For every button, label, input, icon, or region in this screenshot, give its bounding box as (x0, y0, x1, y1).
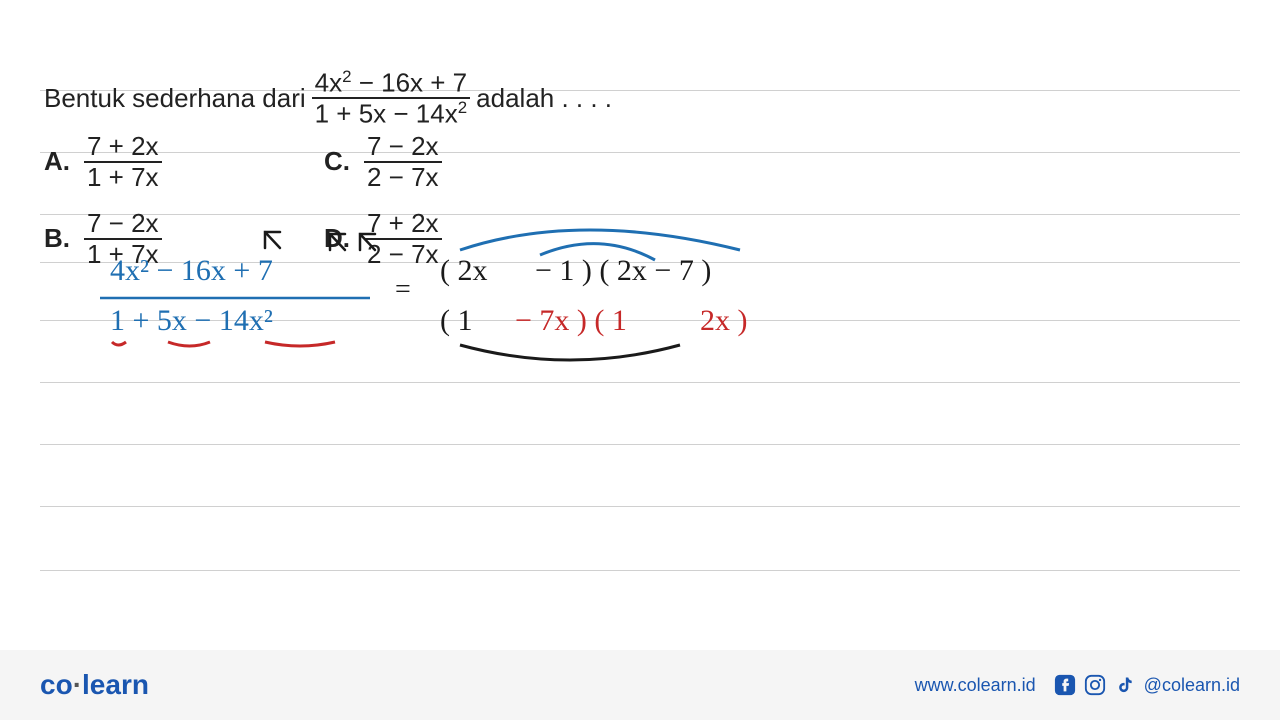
option-label: A. (44, 146, 70, 177)
question-fraction: 4x2 − 16x + 7 1 + 5x − 14x2 (312, 68, 471, 129)
option-label: D. (324, 223, 350, 254)
question: Bentuk sederhana dari 4x2 − 16x + 7 1 + … (44, 68, 612, 129)
option-d: D. 7 + 2x 2 − 7x (324, 209, 604, 268)
option-label: B. (44, 223, 70, 254)
rule-line (40, 382, 1240, 383)
question-prefix: Bentuk sederhana dari (44, 83, 306, 114)
footer: co·learn www.colearn.id @colearn.id (0, 650, 1280, 720)
option-a: A. 7 + 2x 1 + 7x (44, 132, 324, 191)
rule-line (40, 506, 1240, 507)
facebook-icon[interactable] (1054, 674, 1076, 696)
option-label: C. (324, 146, 350, 177)
rule-line (40, 570, 1240, 571)
social-links: @colearn.id (1054, 674, 1240, 696)
footer-url[interactable]: www.colearn.id (915, 675, 1036, 696)
question-suffix: adalah . . . . (476, 83, 612, 114)
tiktok-icon[interactable] (1114, 674, 1136, 696)
instagram-icon[interactable] (1084, 674, 1106, 696)
option-b: B. 7 − 2x 1 + 7x (44, 209, 324, 268)
brand-logo: co·learn (40, 669, 149, 701)
rule-line (40, 320, 1240, 321)
options-grid: A. 7 + 2x 1 + 7x C. 7 − 2x 2 − 7x B. 7 −… (44, 132, 604, 268)
rule-line (40, 444, 1240, 445)
option-c: C. 7 − 2x 2 − 7x (324, 132, 604, 191)
social-handle[interactable]: @colearn.id (1144, 675, 1240, 696)
